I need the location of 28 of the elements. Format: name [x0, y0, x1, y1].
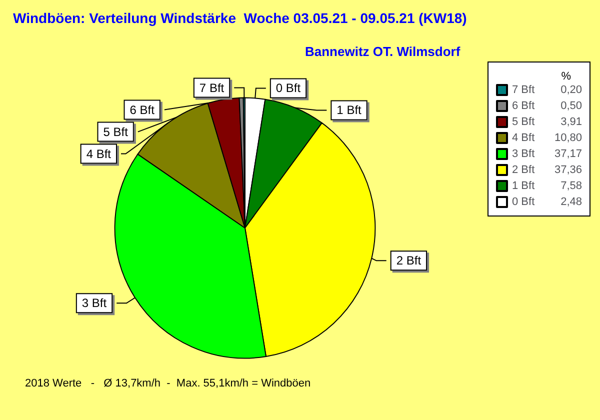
- slice-label: 2 Bft: [396, 254, 422, 268]
- slice-label: 7 Bft: [199, 80, 225, 95]
- legend-label: 5 Bft: [512, 116, 535, 128]
- slice-label: 1 Bft: [336, 103, 362, 118]
- legend-title: %: [561, 70, 572, 82]
- legend-label: 1 Bft: [512, 180, 535, 192]
- data-label: 0,20: [560, 84, 582, 96]
- legend-label: 4 Bft: [512, 132, 535, 144]
- slice-label: 0 Bft: [276, 81, 302, 96]
- data-label: 10,80: [554, 132, 582, 144]
- slice-label: 3 Bft: [82, 296, 108, 310]
- data-label: 7,58: [560, 180, 582, 192]
- text: 2018 Werte - Ø 13,7km/h - Max. 55,1km/h = Windböen: [25, 378, 311, 390]
- chart-subtitle: Bannewitz OT. Wilmsdorf: [305, 44, 461, 59]
- slice-label: 6 Bft: [130, 102, 156, 117]
- legend-label: 6 Bft: [512, 100, 535, 112]
- data-label: 2,48: [560, 196, 582, 208]
- slice-label: 4 Bft: [86, 146, 112, 161]
- slice-label: 5 Bft: [103, 124, 129, 139]
- legend-label: 0 Bft: [512, 196, 535, 208]
- chart-title: Windböen: Verteilung Windstärke Woche 03.05.21 - 09.05.21 (KW18): [13, 10, 467, 26]
- data-label: 37,36: [554, 164, 582, 176]
- legend-label: 3 Bft: [512, 148, 535, 160]
- data-label: 37,17: [554, 148, 582, 160]
- data-label: 0,50: [560, 100, 582, 112]
- legend-label: 7 Bft: [512, 84, 535, 96]
- legend-label: 2 Bft: [512, 164, 535, 176]
- data-label: 3,91: [560, 116, 582, 128]
